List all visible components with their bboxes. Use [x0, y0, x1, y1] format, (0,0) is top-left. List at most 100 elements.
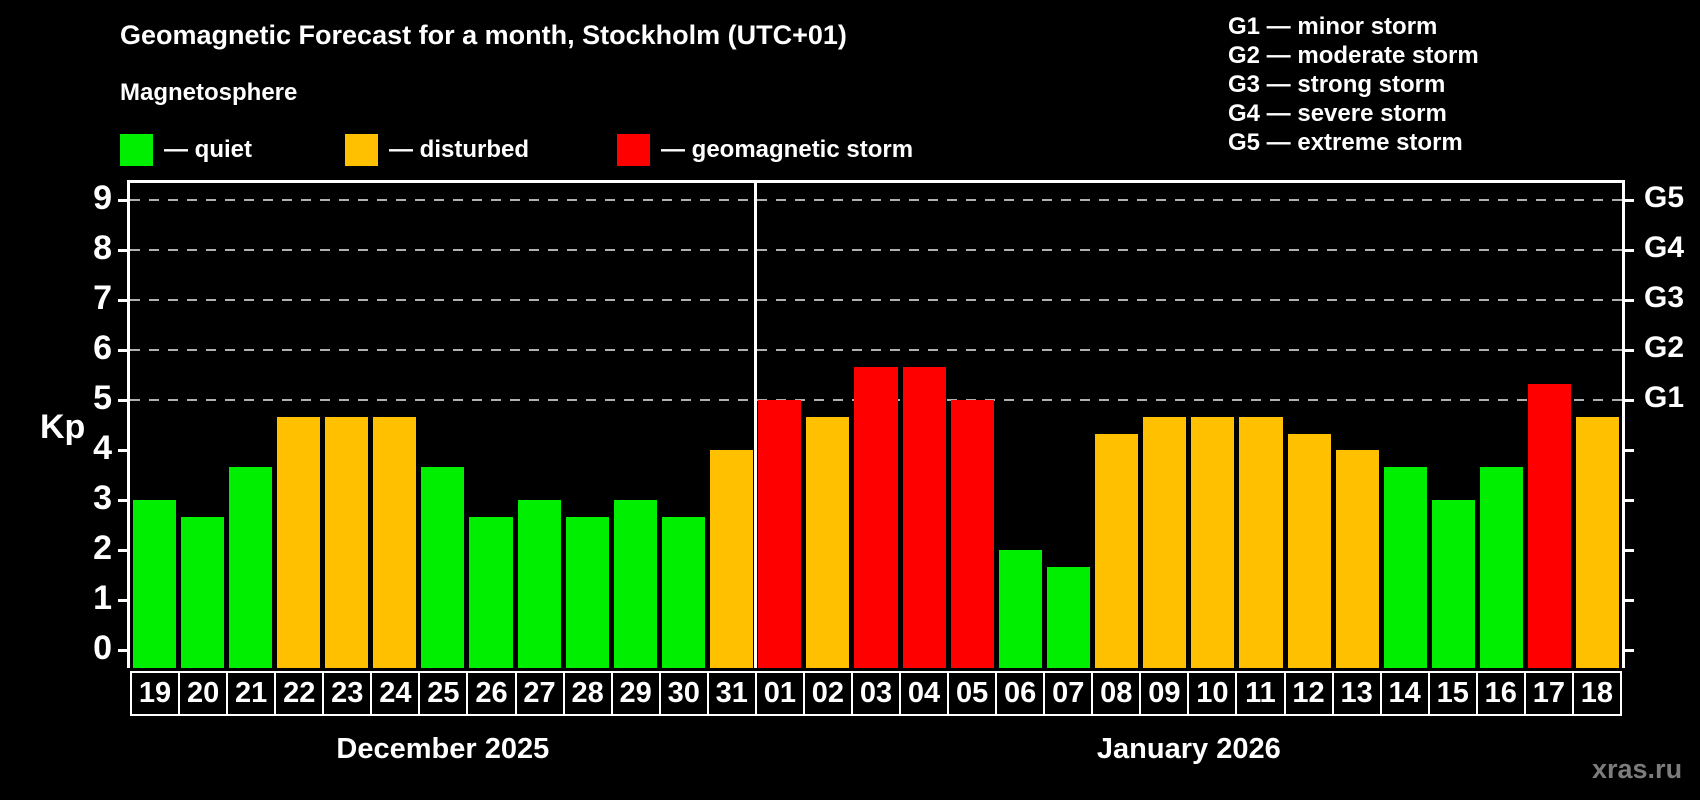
watermark: xras.ru: [1592, 754, 1683, 784]
day-cell-31: 31: [706, 671, 757, 716]
day-cell-23: 23: [322, 671, 373, 716]
kp-bar-20: [180, 516, 224, 668]
kp-bar-01: [758, 400, 802, 668]
day-cell-29: 29: [610, 671, 661, 716]
kp-bar-18: [1576, 416, 1620, 668]
day-cell-16: 16: [1475, 671, 1526, 716]
y-tick-right: [1622, 548, 1634, 552]
legend-label-disturbed: — disturbed: [389, 136, 530, 163]
kp-bar-19: [132, 500, 176, 668]
y-tick-right: [1622, 648, 1634, 652]
kp-bar-03: [854, 366, 898, 668]
month-label-1: January 2026: [1096, 733, 1281, 765]
kp-bar-22: [276, 416, 320, 668]
right-axis-label-g3: G3: [1644, 281, 1685, 314]
month-separator-line: [754, 183, 758, 668]
y-tick-label: 5: [93, 379, 112, 417]
kp-bar-05: [950, 400, 994, 668]
kp-bar-21: [228, 466, 272, 668]
gridline-kp7: [130, 299, 1622, 301]
legend-item-quiet: — quiet: [120, 134, 252, 166]
y-tick-right: [1622, 298, 1634, 302]
kp-bar-13: [1335, 450, 1379, 668]
y-tick-right: [1622, 598, 1634, 602]
day-cell-12: 12: [1283, 671, 1334, 716]
y-tick-left: [118, 498, 130, 502]
kp-bar-14: [1383, 466, 1427, 668]
day-cell-05: 05: [947, 671, 998, 716]
plot-area: 0 1 2 3 4 5 6 7 8 9 G1 G2 G3 G4 G5: [93, 179, 1684, 668]
kp-bar-25: [421, 466, 465, 668]
day-cell-15: 15: [1427, 671, 1478, 716]
y-tick-left: [118, 448, 130, 452]
y-tick-right: [1622, 398, 1634, 402]
day-cell-21: 21: [226, 671, 277, 716]
day-cell-06: 06: [995, 671, 1046, 716]
kp-bar-06: [998, 550, 1042, 668]
kp-bar-31: [710, 450, 754, 668]
right-axis-label-g2: G2: [1644, 331, 1685, 364]
day-cell-27: 27: [514, 671, 565, 716]
plot-frame-left: [127, 180, 130, 668]
day-cell-03: 03: [850, 671, 901, 716]
month-label-0: December 2025: [336, 733, 550, 765]
storm-scale-line: G2 — moderate storm: [1228, 42, 1479, 69]
y-tick-right: [1622, 248, 1634, 252]
y-tick-right: [1622, 198, 1634, 202]
kp-bar-04: [902, 366, 946, 668]
kp-bar-10: [1191, 416, 1235, 668]
day-cell-13: 13: [1331, 671, 1382, 716]
y-tick-right: [1622, 448, 1634, 452]
day-cell-11: 11: [1235, 671, 1286, 716]
plot-frame-top: [127, 180, 1625, 183]
y-tick-label: 2: [93, 529, 112, 567]
day-cell-17: 17: [1523, 671, 1574, 716]
kp-bar-12: [1287, 433, 1331, 668]
kp-bar-24: [373, 416, 417, 668]
y-tick-left: [118, 598, 130, 602]
y-tick-left: [118, 198, 130, 202]
y-tick-label: 6: [93, 329, 112, 367]
y-tick-label: 8: [93, 229, 112, 267]
day-cell-18: 18: [1571, 671, 1622, 716]
day-cell-09: 09: [1139, 671, 1190, 716]
legend-item-storm: — geomagnetic storm: [617, 134, 913, 166]
y-tick-label: 7: [93, 279, 112, 317]
storm-scale-line: G5 — extreme storm: [1228, 129, 1463, 156]
kp-bar-30: [661, 516, 706, 668]
disturbed-color-swatch: [345, 134, 378, 166]
y-tick-left: [118, 648, 130, 652]
gridline-kp8: [130, 249, 1622, 251]
y-tick-right: [1622, 348, 1634, 352]
day-cell-20: 20: [178, 671, 229, 716]
plot-frame-right: [1622, 180, 1625, 668]
day-cell-02: 02: [802, 671, 853, 716]
y-tick-label: 0: [93, 629, 112, 667]
y-tick-right: [1622, 498, 1634, 502]
quiet-color-swatch: [120, 134, 153, 166]
chart-title: Geomagnetic Forecast for a month, Stockh…: [120, 20, 847, 50]
storm-scale-line: G4 — severe storm: [1228, 100, 1447, 127]
day-cell-08: 08: [1091, 671, 1142, 716]
day-cell-30: 30: [658, 671, 709, 716]
kp-bar-15: [1431, 500, 1476, 668]
gridline-kp6: [130, 349, 1622, 351]
legend-label-quiet: — quiet: [164, 136, 252, 163]
right-axis-label-g1: G1: [1644, 381, 1685, 414]
gridline-kp9: [130, 199, 1622, 201]
day-axis-row: 19 20 21 22 23 24 25 26 27 28 29 30 31 01 02 03 04 05 06 07…: [130, 671, 1622, 716]
storm-scale-line: G3 — strong storm: [1228, 71, 1446, 98]
day-cell-19: 19: [130, 671, 181, 716]
kp-bar-23: [325, 416, 369, 668]
y-tick-left: [118, 248, 130, 252]
right-axis-label-g5: G5: [1644, 181, 1685, 214]
storm-scale-legend: G1 — minor storm G2 — moderate storm G3 — …: [1228, 12, 1479, 157]
y-tick-label: 3: [93, 479, 112, 517]
kp-bar-07: [1046, 566, 1091, 668]
day-cell-07: 07: [1043, 671, 1094, 716]
y-tick-left: [118, 348, 130, 352]
kp-bar-29: [613, 500, 657, 668]
day-cell-22: 22: [274, 671, 325, 716]
kp-bar-28: [565, 516, 609, 668]
